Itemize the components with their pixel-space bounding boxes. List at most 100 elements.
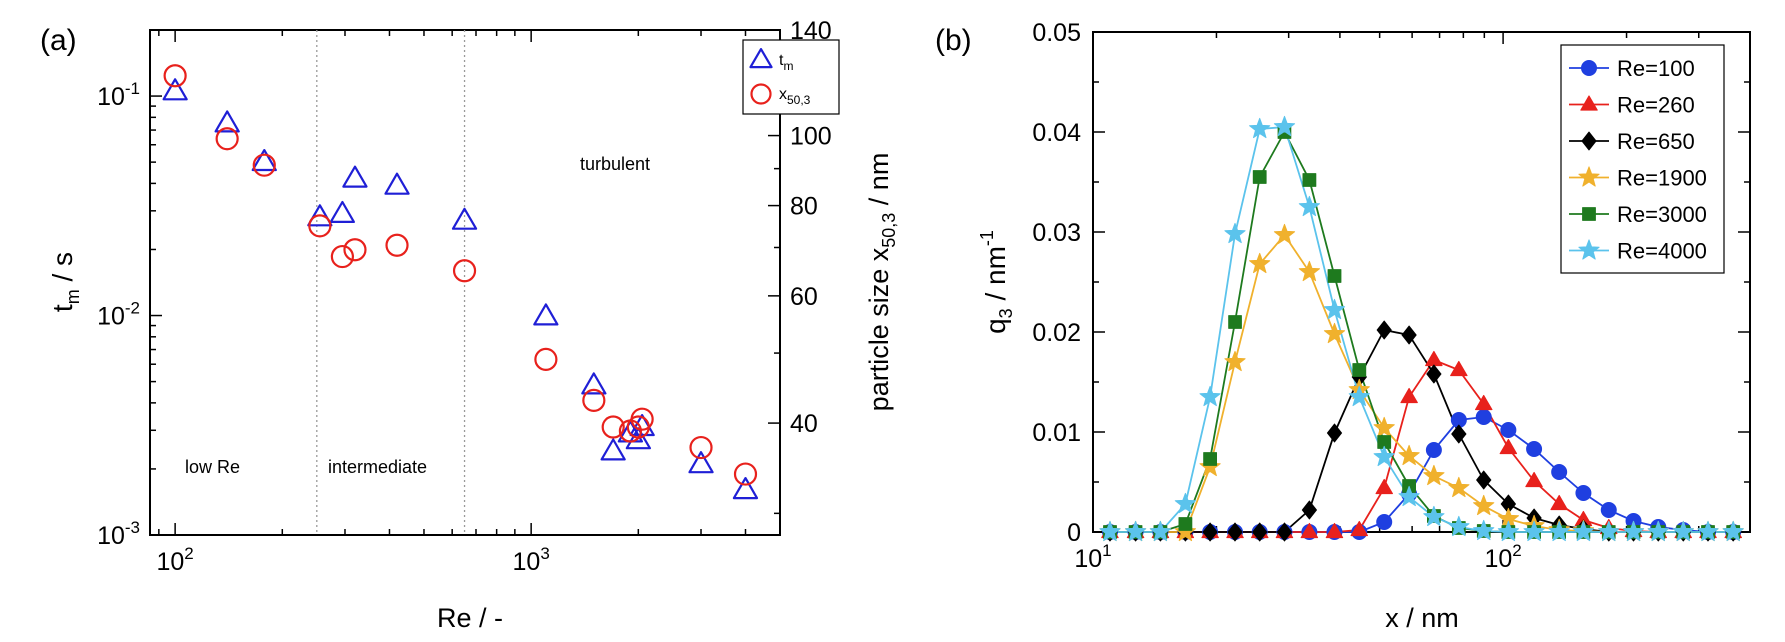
- panel-a-point-t-2: [251, 149, 277, 172]
- panel-a-y2-axis-label-unit: / nm: [864, 153, 894, 213]
- panel-b-point-Re=4000-10: [1348, 385, 1370, 407]
- panel-a-point-t-15: [732, 477, 759, 500]
- panel-a-legend-label-main-1: x: [779, 86, 787, 103]
- panel-b-point-Re=100-19: [1575, 485, 1592, 501]
- panel-b-point-Re=4000-3: [1174, 492, 1196, 514]
- regime-label-turbulent: turbulent: [580, 154, 650, 174]
- panel-a-legend-label-sub-0: m: [783, 59, 793, 73]
- panel-b-point-Re=4000-2: [1149, 520, 1171, 542]
- regime-label-intermediate: intermediate: [328, 457, 427, 477]
- panel-b-point-Re=650-5: [1227, 522, 1243, 542]
- panel-b-point-Re=1900-14: [1448, 476, 1470, 498]
- panel-b-point-Re=260-8: [1300, 522, 1319, 539]
- panel-a-point-t-8: [533, 303, 559, 326]
- panel-b-y-axis-label-sub: 3: [996, 308, 1016, 318]
- panel-a-legend-label-sub-1: 50,3: [787, 93, 811, 107]
- panel-b-x-axis-label: x / nm: [1385, 603, 1459, 633]
- panel-a-point-x-0: [163, 64, 187, 88]
- panel-b-point-Re=4000-22: [1647, 520, 1669, 542]
- panel-b-x-tick-label-0-exp: 1: [1102, 541, 1111, 560]
- panel-a-y-tick-label-0: 10-3: [97, 518, 140, 550]
- panel-a-point-t-4: [329, 200, 355, 223]
- panel-a-point-x-5: [343, 238, 367, 262]
- panel-a-y-tick-label-1-base: 10: [97, 303, 125, 331]
- panel-b-point-Re=650-13: [1426, 364, 1442, 384]
- panel-b-point-Re=3000-5: [1228, 315, 1242, 329]
- panel-b-legend-marker-2: [1581, 131, 1597, 151]
- panel-b-point-Re=260-14: [1450, 360, 1468, 377]
- panel-a-point-t-5: [342, 165, 368, 188]
- panel-b-point-Re=100-20: [1600, 502, 1617, 518]
- panel-b-point-Re=4000-25: [1722, 520, 1744, 542]
- panel-b-point-Re=1900-12: [1398, 444, 1420, 466]
- panel-a-point-t-10: [600, 438, 626, 461]
- panel-b-x-tick-label-1-base: 10: [1484, 545, 1512, 573]
- panel-a-y-axis-label-main: t: [47, 304, 78, 312]
- panel-a-y-tick-label-0-base: 10: [97, 522, 125, 550]
- panel-b-legend-label-3: Re=1900: [1617, 166, 1707, 191]
- panel-a-point-x-2: [252, 153, 276, 177]
- regime-label-low-re: low Re: [185, 457, 240, 477]
- panel-a-point-t-6: [384, 172, 410, 195]
- panel-b-point-Re=4000-18: [1548, 520, 1570, 542]
- panel-b-point-Re=260-16: [1499, 438, 1518, 455]
- panel-b-legend-label-4: Re=3000: [1617, 202, 1707, 227]
- panel-b-point-Re=3000-11: [1377, 435, 1392, 449]
- panel-b-point-Re=4000-15: [1473, 519, 1495, 541]
- panel-b-point-Re=1900-13: [1423, 464, 1445, 486]
- panel-b-point-Re=260-17: [1525, 471, 1543, 488]
- panel-b-point-Re=4000-21: [1622, 520, 1645, 542]
- panel-b-y-tick-label-0: 0: [1067, 519, 1081, 547]
- panel-b-point-Re=4000-14: [1448, 515, 1470, 537]
- panel-b-point-Re=3000-10: [1352, 363, 1367, 377]
- panel-a-point-x-3: [308, 214, 332, 238]
- panel-b-point-Re=260-13: [1425, 350, 1443, 367]
- panel-b-point-Re=260-18: [1550, 494, 1568, 511]
- panel-b-point-Re=4000-1: [1125, 520, 1147, 542]
- panel-a-x-tick-label-0-exp: 2: [184, 544, 193, 563]
- panel-b-point-Re=100-16: [1500, 422, 1517, 438]
- panel-a-legend-label-1: x50,3: [779, 86, 811, 107]
- panel-b-point-Re=4000-7: [1273, 115, 1296, 137]
- panel-b-y-axis-label-sup: -1: [977, 230, 997, 246]
- panel-a-y-tick-label-2-exp: -1: [125, 79, 140, 98]
- panel-a-point-x-7: [452, 259, 477, 283]
- panel-b-point-Re=260-9: [1325, 522, 1344, 539]
- panel-a-y2-tick-label-1: 60: [790, 283, 818, 311]
- panel-b-chart: 101 10200.010.020.030.040.05Re=100Re=260R…: [1032, 19, 1751, 573]
- panel-b-point-Re=4000-13: [1423, 505, 1445, 527]
- panel-b-point-Re=4000-12: [1398, 485, 1420, 507]
- panel-a-point-x-10: [601, 415, 625, 439]
- panel-b-point-Re=1900-3: [1174, 520, 1196, 542]
- panel-b-legend-marker-5: [1578, 239, 1600, 260]
- panel-b-point-Re=650-12: [1401, 325, 1417, 345]
- panel-b-y-tick-label-4: 0.04: [1032, 119, 1081, 147]
- panel-b-point-Re=650-6: [1252, 522, 1268, 542]
- panel-b-point-Re=650-8: [1301, 500, 1317, 520]
- panel-b-y-axis-label-main: q: [980, 318, 1011, 334]
- panel-b-legend-label-0: Re=100: [1617, 56, 1695, 81]
- panel-a-x-tick-label-1-base: 10: [513, 548, 541, 576]
- panel-b-point-Re=1900-9: [1323, 322, 1346, 344]
- panel-b-point-Re=4000-19: [1572, 520, 1594, 542]
- panel-b-x-tick-label-0: 101: [1074, 541, 1111, 573]
- panel-a-x-tick-label-1: 103: [513, 544, 550, 576]
- panel-a-point-x-9: [582, 388, 606, 412]
- panel-a-point-t-3: [307, 204, 333, 227]
- panel-b-point-Re=100-15: [1475, 409, 1492, 425]
- panel-a-point-x-1: [215, 127, 239, 151]
- panel-b-point-Re=650-9: [1326, 423, 1343, 443]
- panel-a-label: (a): [40, 24, 77, 57]
- panel-b-point-Re=4000-6: [1249, 117, 1271, 139]
- panel-a-y-tick-label-0-exp: -3: [125, 518, 140, 537]
- panel-a-y2-axis-label-main: particle size x: [864, 247, 894, 411]
- panel-b-legend-marker-4: [1582, 207, 1596, 221]
- panel-a-point-t-12: [625, 427, 652, 450]
- panel-a-legend-label-0: tm: [779, 52, 793, 73]
- panel-b-point-Re=4000-16: [1497, 520, 1519, 542]
- panel-a-point-x-13: [630, 407, 654, 431]
- panel-b-x-tick-label-1: 102: [1484, 541, 1521, 573]
- panel-b-point-Re=650-15: [1476, 470, 1492, 490]
- panel-a-x-tick-label-1-exp: 3: [540, 544, 549, 563]
